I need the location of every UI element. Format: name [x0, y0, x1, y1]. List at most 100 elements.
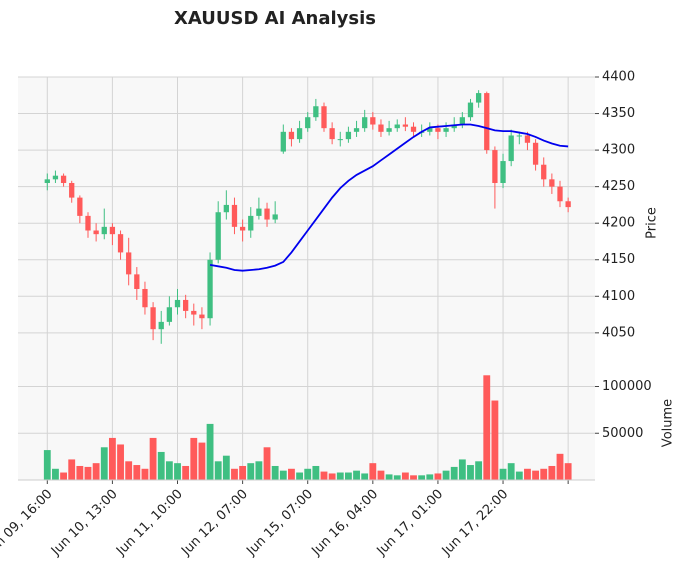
- candle-body: [60, 175, 67, 183]
- candle-body: [321, 106, 327, 129]
- candle-body: [394, 124, 400, 129]
- candle-body: [451, 124, 457, 129]
- volume-bar: [43, 450, 51, 480]
- y-tick-label: 4400: [602, 70, 635, 85]
- candle-body: [443, 128, 449, 132]
- volume-bar: [165, 461, 173, 480]
- candle-body: [370, 117, 376, 125]
- volume-bar: [182, 465, 190, 480]
- candle-body: [362, 117, 368, 129]
- volume-bar: [100, 447, 108, 480]
- volume-bar: [263, 447, 271, 480]
- volume-bar: [141, 468, 149, 480]
- candle-body: [52, 175, 59, 180]
- candle-body: [541, 164, 547, 180]
- volume-bar: [467, 465, 474, 480]
- volume-axis-title: Volume: [661, 399, 676, 447]
- volume-bar: [418, 475, 426, 480]
- candle-body: [402, 124, 409, 127]
- candle-body: [484, 93, 490, 151]
- candle-body: [215, 212, 221, 260]
- candle-body: [305, 117, 311, 129]
- candle-body: [272, 214, 278, 220]
- volume-bar: [247, 463, 255, 480]
- volume-bar: [499, 468, 507, 480]
- candle-body: [231, 204, 238, 227]
- volume-bar: [312, 465, 320, 480]
- volume-bar: [222, 455, 230, 480]
- candle-body: [134, 274, 140, 289]
- candle-body: [174, 299, 181, 308]
- volume-bar: [458, 459, 466, 480]
- volume-bar: [174, 463, 181, 480]
- volume-bar: [377, 470, 385, 480]
- candle-body: [280, 131, 286, 152]
- x-tick-label: Jun 15, 07:00: [243, 487, 316, 560]
- candle-body: [549, 179, 555, 187]
- volume-bar: [214, 461, 222, 480]
- volume-bar: [442, 470, 450, 480]
- candle-body: [264, 208, 270, 220]
- candle-body: [69, 182, 75, 198]
- x-tick-label: Jun 17, 01:00: [374, 487, 447, 560]
- volume-bar: [296, 472, 304, 480]
- candle-body: [85, 215, 91, 231]
- y-axis-title: Price: [645, 207, 660, 239]
- volume-bar: [92, 463, 100, 480]
- candle-body: [565, 201, 571, 208]
- volume-bar: [548, 465, 556, 480]
- y-tick-label: 4100: [602, 289, 635, 304]
- candle-body: [199, 314, 205, 319]
- volume-bar: [304, 468, 312, 480]
- volume-bar: [198, 442, 206, 480]
- x-tick-label: Jun 12, 07:00: [178, 487, 251, 560]
- candle-body: [329, 128, 335, 140]
- volume-bar: [157, 451, 165, 480]
- candle-body: [459, 117, 465, 125]
- candle-body: [475, 93, 482, 103]
- volume-bar: [336, 472, 344, 480]
- candle-body: [410, 126, 417, 132]
- y-tick-label: 4050: [602, 325, 635, 340]
- candle-body: [166, 307, 173, 322]
- volume-bar: [393, 475, 401, 480]
- candle-body: [492, 150, 498, 183]
- volume-bar: [475, 461, 483, 480]
- candle-body: [126, 252, 132, 275]
- volume-bar: [52, 468, 59, 480]
- volume-bar: [532, 470, 540, 480]
- volume-bar: [564, 463, 572, 480]
- volume-bar: [385, 474, 393, 480]
- volume-bar: [540, 468, 548, 480]
- candle-body: [500, 161, 506, 183]
- volume-bar: [344, 472, 352, 480]
- x-tick-label: Jun 11, 10:00: [113, 487, 186, 560]
- y-tick-label: 4300: [602, 143, 635, 158]
- candle-body: [191, 310, 197, 315]
- candle-body: [142, 288, 148, 308]
- candle-body: [427, 128, 433, 132]
- candle-body: [117, 234, 124, 253]
- volume-bar: [450, 466, 458, 480]
- candle-body: [101, 226, 107, 235]
- candle-body: [158, 321, 164, 330]
- candle-body: [239, 226, 246, 231]
- candle-body: [296, 128, 303, 140]
- candle-body: [524, 135, 531, 143]
- y-tick-label: 100000: [602, 379, 652, 394]
- volume-bar: [556, 453, 564, 480]
- y-tick-label: 4200: [602, 216, 635, 231]
- volume-bar: [361, 473, 369, 480]
- volume-bar: [353, 470, 360, 480]
- volume-bar: [133, 465, 141, 480]
- volume-bar: [369, 463, 377, 480]
- candle-body: [248, 215, 254, 231]
- volume-bar: [279, 470, 287, 480]
- volume-bar: [410, 475, 417, 480]
- candle-body: [435, 128, 441, 132]
- volume-bar: [491, 400, 499, 480]
- volume-bar: [426, 474, 434, 480]
- volume-bar: [320, 471, 328, 480]
